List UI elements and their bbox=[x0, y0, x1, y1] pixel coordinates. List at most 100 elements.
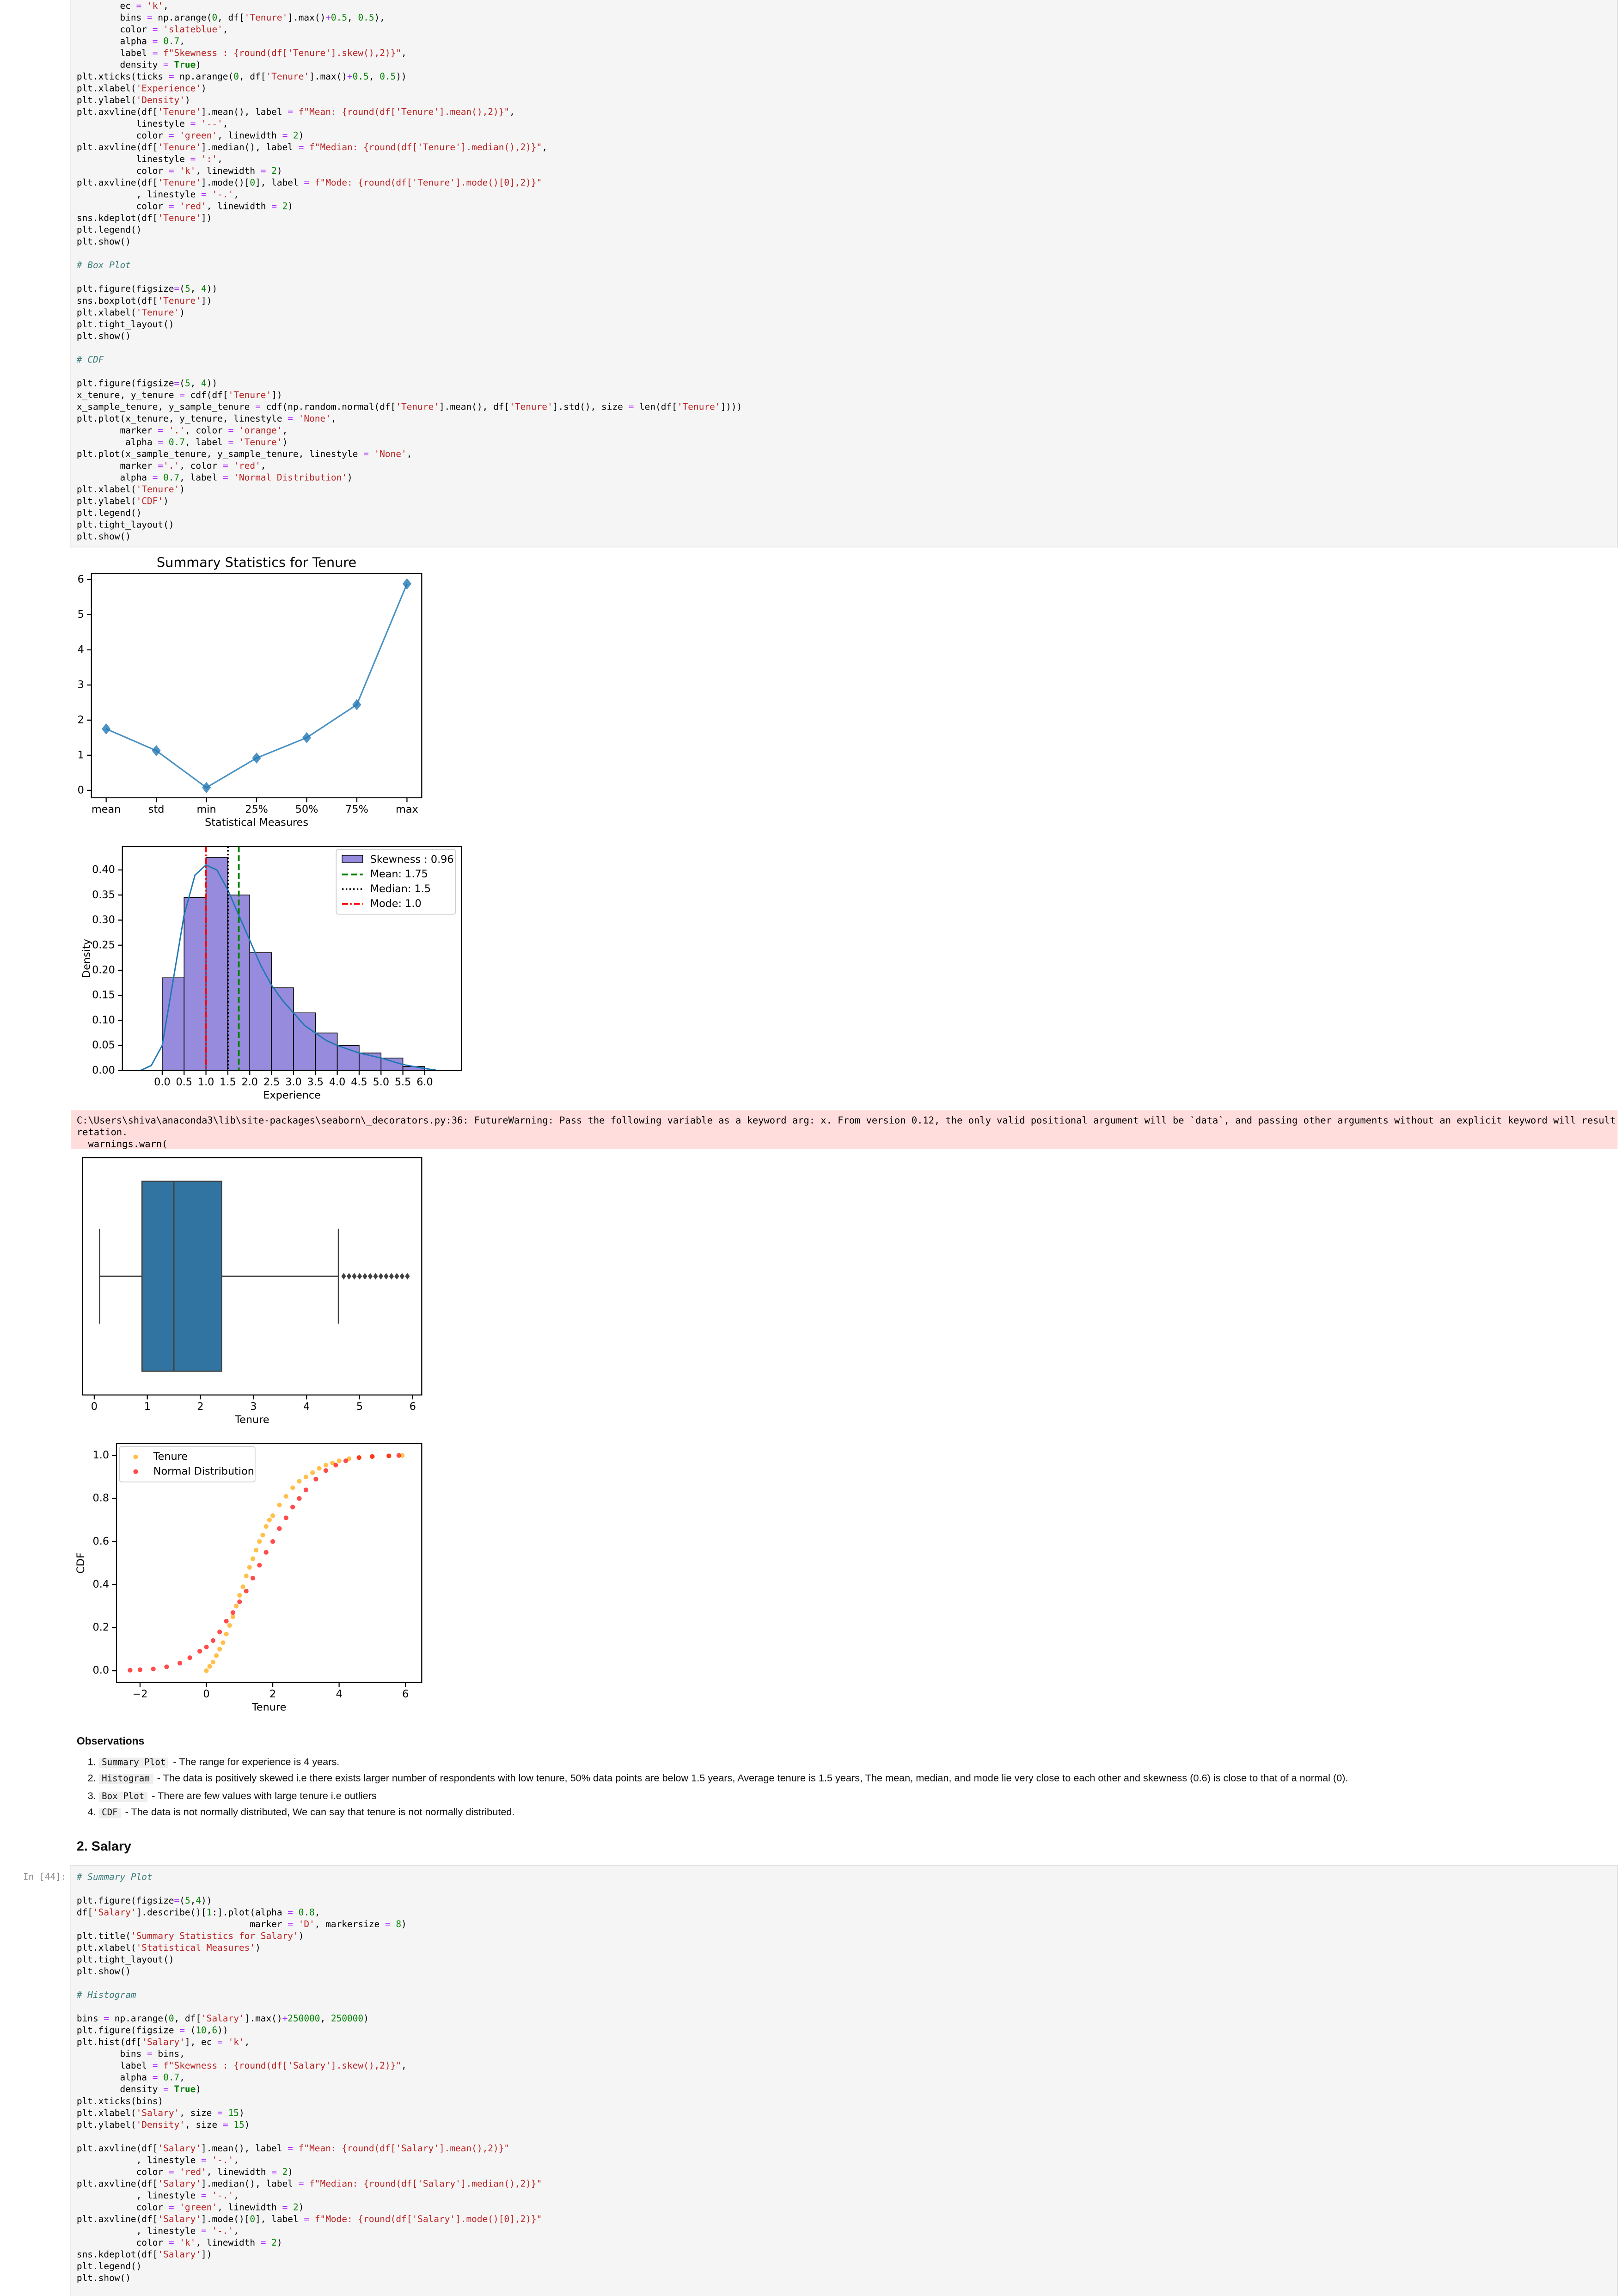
code-token bbox=[233, 425, 239, 435]
code-token: '-.' bbox=[212, 189, 233, 200]
code-token: 0 bbox=[233, 71, 239, 81]
code-token: ].mean(), label bbox=[201, 106, 288, 117]
code-token: , bbox=[223, 118, 228, 129]
code-token: 'Salary' bbox=[158, 2143, 201, 2153]
point bbox=[230, 1610, 236, 1615]
code-token: = bbox=[136, 0, 142, 11]
code-line: plt.tight_layout() bbox=[77, 318, 174, 329]
outlier bbox=[362, 1273, 367, 1280]
code-token: color bbox=[77, 201, 169, 211]
code-token: = bbox=[217, 2107, 223, 2118]
axes-frame bbox=[122, 845, 462, 1071]
code-token: f"Median: {round(df['Tenure'].median(),2… bbox=[309, 142, 542, 153]
code-token bbox=[223, 2037, 228, 2047]
code-token: , bbox=[401, 2060, 407, 2071]
code-token: plt.ylabel( bbox=[77, 2119, 136, 2130]
x-tick-label: min bbox=[197, 803, 216, 815]
code-line: marker = '.', color = 'orange', bbox=[77, 425, 288, 435]
code-token: 'green' bbox=[179, 2202, 217, 2212]
code-token: 'Tenure' bbox=[239, 437, 282, 447]
code-token: plt.legend() bbox=[77, 508, 141, 518]
code-token: 'Tenure' bbox=[136, 484, 180, 495]
point bbox=[313, 1476, 318, 1482]
code-token: plt.legend() bbox=[77, 224, 141, 235]
code-line: # Summary Plot bbox=[76, 1871, 153, 1882]
point bbox=[263, 1524, 269, 1529]
code-line: color = 'k', linewidth = 2) bbox=[77, 165, 282, 176]
code-token: np.arange( bbox=[153, 12, 212, 23]
code-line: plt.show() bbox=[77, 236, 131, 247]
code-token: = bbox=[304, 177, 309, 188]
code-cell-bg bbox=[70, 1865, 1618, 2296]
code-token: ) bbox=[299, 1930, 304, 1941]
code-token: 2 bbox=[282, 2166, 288, 2177]
code-line: # Box Plot bbox=[76, 260, 131, 270]
code-token: = bbox=[201, 2190, 207, 2200]
code-line: , linestyle = '-.', bbox=[77, 2190, 239, 2200]
code-token bbox=[309, 2213, 315, 2224]
code-token: 'red' bbox=[179, 201, 207, 211]
code-token: plt.axvline(df[ bbox=[77, 177, 158, 188]
code-token: = bbox=[153, 24, 158, 34]
code-token: 'Tenure' bbox=[158, 142, 201, 153]
code-token: , bbox=[190, 1895, 196, 1905]
code-token: , bbox=[163, 0, 169, 11]
x-tick-label: 6 bbox=[402, 1688, 409, 1700]
warning-bg bbox=[71, 1110, 1618, 1149]
bar bbox=[315, 1032, 338, 1071]
code-token: ].mode()[ bbox=[201, 177, 250, 188]
y-tick-label: 1 bbox=[78, 749, 84, 761]
y-tick-label: 0.0 bbox=[93, 1665, 110, 1677]
code-token: bins bbox=[77, 12, 147, 23]
point bbox=[210, 1638, 215, 1643]
point bbox=[303, 1488, 308, 1493]
point bbox=[257, 1562, 262, 1568]
point bbox=[270, 1513, 275, 1518]
code-line: # CDF bbox=[76, 354, 104, 365]
code-token: plt.plot(x_tenure, y_tenure, linestyle bbox=[77, 413, 288, 423]
code-token: ) bbox=[239, 2107, 245, 2118]
code-token: , label bbox=[179, 472, 223, 483]
code-token: x_tenure, y_tenure bbox=[77, 389, 179, 400]
code-token: 'Salary' bbox=[141, 2037, 185, 2047]
code-token: ].median(), label bbox=[201, 142, 299, 153]
code-token: 'Salary' bbox=[158, 2213, 201, 2224]
code-token: label bbox=[77, 47, 153, 58]
code-token: = bbox=[288, 1907, 293, 1917]
code-token bbox=[196, 118, 201, 129]
code-token: , linestyle bbox=[77, 2190, 201, 2200]
code-token: = bbox=[169, 165, 174, 176]
code-token: ) bbox=[196, 2084, 201, 2094]
code-token: ]))) bbox=[721, 401, 742, 412]
legend-label: Mode: 1.0 bbox=[370, 898, 422, 910]
x-tick-label: 0.0 bbox=[154, 1076, 171, 1088]
warning-line: C:\Users\shiva\anaconda3\lib\site-packag… bbox=[77, 1114, 1622, 1126]
code-token: = bbox=[282, 2202, 288, 2212]
code-token bbox=[174, 130, 180, 141]
point bbox=[244, 1588, 249, 1594]
code-line: # Histogram bbox=[76, 1990, 136, 2000]
outlier bbox=[399, 1273, 404, 1280]
code-token: 0 bbox=[250, 177, 255, 188]
code-token: alpha bbox=[77, 472, 153, 483]
code-token: ].describe()[ bbox=[136, 1907, 207, 1917]
code-line: plt.axvline(df['Tenure'].mode()[0], labe… bbox=[77, 177, 542, 188]
code-line: plt.xlabel('Statistical Measures') bbox=[77, 1942, 261, 1953]
observation-tag: Histogram bbox=[98, 1774, 153, 1785]
code-token: 'Salary' bbox=[201, 2013, 245, 2024]
x-tick-label: 0 bbox=[91, 1401, 98, 1413]
code-token: ) bbox=[179, 484, 185, 495]
x-tick-label: 6.0 bbox=[416, 1076, 433, 1088]
code-token: = bbox=[158, 460, 163, 471]
point bbox=[290, 1485, 295, 1490]
observation-item: Histogram - The data is positively skewed… bbox=[98, 1771, 1610, 1788]
code-token: plt.xlabel( bbox=[77, 484, 136, 495]
y-tick-label: 0.40 bbox=[92, 864, 115, 876]
code-line: plt.figure(figsize=(5,4)) bbox=[77, 1895, 212, 1905]
code-token: 4 bbox=[201, 378, 207, 388]
code-token: 5 bbox=[185, 1895, 190, 1905]
code-line: color = 'green', linewidth = 2) bbox=[77, 2202, 304, 2212]
code-token: , bbox=[369, 71, 379, 81]
code-token: 'Tenure' bbox=[158, 106, 201, 117]
code-token: = bbox=[385, 1918, 391, 1929]
